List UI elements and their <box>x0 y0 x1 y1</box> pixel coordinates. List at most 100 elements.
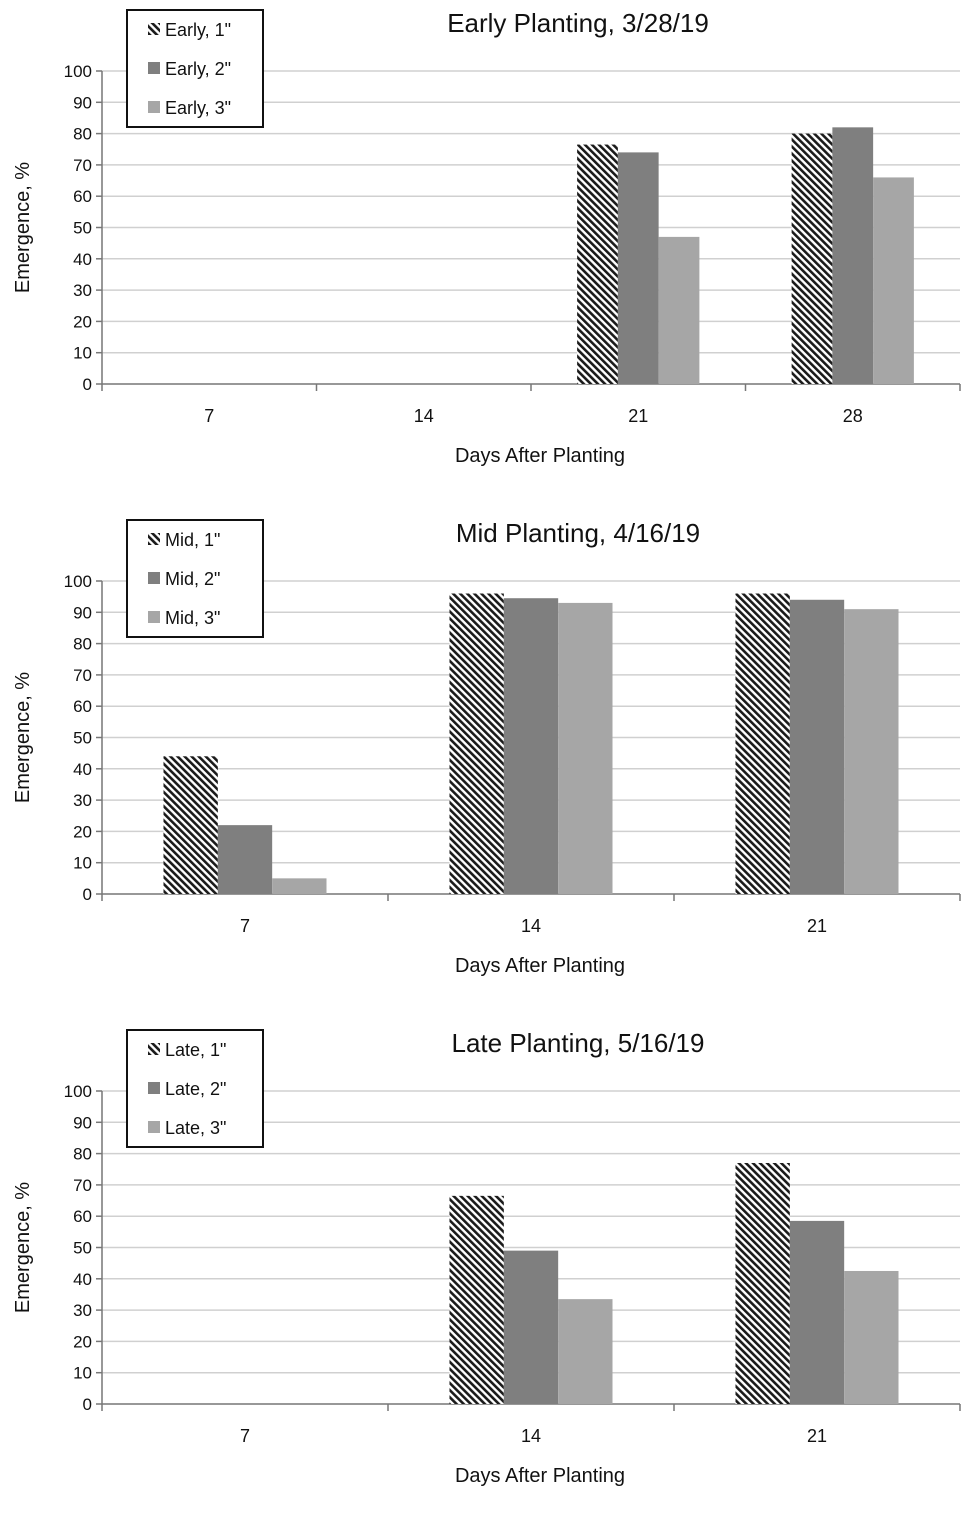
bar <box>873 177 914 384</box>
y-tick-label: 100 <box>64 1082 92 1101</box>
legend-swatch <box>148 1082 160 1094</box>
legend-label: Late, 1" <box>165 1040 226 1060</box>
legend-label: Mid, 2" <box>165 569 220 589</box>
chart-svg: 0 10 20 30 40 50 60 70 80 90 100 7 14 21 Late Planting… <box>12 1028 961 1487</box>
y-tick-label: 40 <box>73 760 92 779</box>
y-tick-label: 90 <box>73 1113 92 1132</box>
y-tick-label: 40 <box>73 1270 92 1289</box>
y-tick-label: 30 <box>73 281 92 300</box>
y-tick-label: 50 <box>73 219 92 238</box>
chart-title: Mid Planting, 4/16/19 <box>456 518 700 548</box>
y-tick-label: 90 <box>73 93 92 112</box>
y-tick-label: 100 <box>64 572 92 591</box>
bar <box>791 133 833 384</box>
legend-label: Late, 3" <box>165 1118 226 1138</box>
chart-panel-early: 0 10 20 30 40 50 60 70 80 90 100 7 14 21 28 Early Plant… <box>0 0 969 497</box>
y-tick-label: 60 <box>73 187 92 206</box>
y-tick-label: 10 <box>73 854 92 873</box>
bar <box>735 593 790 894</box>
y-tick-label: 0 <box>83 375 92 394</box>
y-tick-label: 70 <box>73 666 92 685</box>
bar <box>503 1250 559 1404</box>
x-tick-label: 28 <box>843 406 863 426</box>
chart-svg: 0 10 20 30 40 50 60 70 80 90 100 7 14 21 Mid Planting,… <box>12 518 961 977</box>
y-tick-label: 30 <box>73 791 92 810</box>
x-tick-label: 7 <box>240 916 250 936</box>
x-tick-label: 21 <box>807 1426 827 1446</box>
bar <box>558 1299 613 1404</box>
bar <box>789 599 845 894</box>
bar <box>735 1162 790 1404</box>
x-axis-title: Days After Planting <box>455 955 625 977</box>
x-tick-label: 7 <box>204 406 214 426</box>
y-axis-title: Emergence, % <box>12 162 34 293</box>
y-tick-label: 100 <box>64 62 92 81</box>
bar <box>163 756 218 894</box>
legend-label: Late, 2" <box>165 1079 226 1099</box>
x-tick-label: 14 <box>521 916 541 936</box>
chart-title: Early Planting, 3/28/19 <box>447 8 709 38</box>
y-tick-label: 50 <box>73 729 92 748</box>
bar <box>558 602 613 894</box>
legend-swatch <box>148 101 160 113</box>
chart-svg: 0 10 20 30 40 50 60 70 80 90 100 7 14 21 28 Early Plant… <box>12 8 961 467</box>
legend-label: Mid, 3" <box>165 608 220 628</box>
bar <box>844 609 899 894</box>
y-tick-label: 0 <box>83 885 92 904</box>
legend: Early, 1" Early, 2" Early, 3" <box>126 9 264 128</box>
legend-label: Early, 1" <box>165 20 231 40</box>
y-tick-label: 40 <box>73 250 92 269</box>
legend-label: Early, 2" <box>165 59 231 79</box>
y-tick-label: 80 <box>73 1145 92 1164</box>
legend-swatch <box>148 1043 160 1055</box>
y-tick-label: 70 <box>73 1176 92 1195</box>
y-tick-label: 10 <box>73 1364 92 1383</box>
bar <box>577 144 618 384</box>
y-tick-label: 20 <box>73 822 92 841</box>
y-tick-label: 80 <box>73 635 92 654</box>
y-tick-label: 20 <box>73 1332 92 1351</box>
chart-panel-late: 0 10 20 30 40 50 60 70 80 90 100 7 14 21 Late Planting… <box>0 1020 969 1517</box>
bar <box>617 152 659 384</box>
y-tick-label: 80 <box>73 125 92 144</box>
x-tick-label: 21 <box>628 406 648 426</box>
legend-label: Mid, 1" <box>165 530 220 550</box>
y-tick-label: 60 <box>73 1207 92 1226</box>
legend-swatch <box>148 572 160 584</box>
legend-label: Early, 3" <box>165 98 231 118</box>
legend-swatch <box>148 23 160 35</box>
y-tick-label: 0 <box>83 1395 92 1414</box>
x-tick-label: 21 <box>807 916 827 936</box>
legend: Mid, 1" Mid, 2" Mid, 3" <box>126 519 264 638</box>
bar <box>449 1195 504 1404</box>
y-axis-title: Emergence, % <box>12 1182 34 1313</box>
y-tick-label: 10 <box>73 344 92 363</box>
y-tick-label: 90 <box>73 603 92 622</box>
x-tick-label: 14 <box>414 406 434 426</box>
y-tick-label: 70 <box>73 156 92 175</box>
x-axis-title: Days After Planting <box>455 1465 625 1487</box>
legend: Late, 1" Late, 2" Late, 3" <box>126 1029 264 1148</box>
bar <box>844 1270 899 1404</box>
bar <box>272 878 327 894</box>
y-axis-title: Emergence, % <box>12 672 34 803</box>
y-tick-label: 60 <box>73 697 92 716</box>
y-tick-label: 20 <box>73 312 92 331</box>
legend-swatch <box>148 1121 160 1133</box>
chart-panel-mid: 0 10 20 30 40 50 60 70 80 90 100 7 14 21 Mid Planting,… <box>0 510 969 1007</box>
bar <box>217 825 273 894</box>
x-tick-label: 14 <box>521 1426 541 1446</box>
bar <box>503 598 559 894</box>
bar <box>658 236 700 384</box>
legend-swatch <box>148 611 160 623</box>
bar <box>832 127 874 384</box>
y-tick-label: 50 <box>73 1239 92 1258</box>
legend-swatch <box>148 533 160 545</box>
x-axis-title: Days After Planting <box>455 445 625 467</box>
bar <box>449 593 504 894</box>
x-tick-label: 7 <box>240 1426 250 1446</box>
chart-title: Late Planting, 5/16/19 <box>452 1028 705 1058</box>
legend-swatch <box>148 62 160 74</box>
y-tick-label: 30 <box>73 1301 92 1320</box>
bar <box>789 1220 845 1404</box>
